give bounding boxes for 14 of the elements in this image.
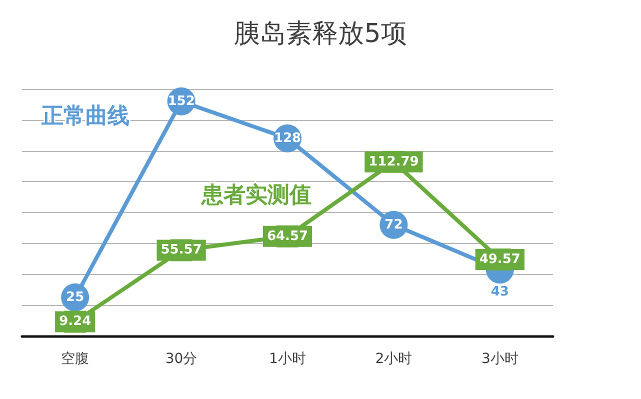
data-label: 128 bbox=[274, 130, 302, 146]
data-label: 152 bbox=[168, 94, 195, 109]
chart-title: 胰岛素释放5项 bbox=[234, 19, 407, 49]
x-tick-label: 3小时 bbox=[481, 351, 518, 367]
x-tick-label: 30分 bbox=[165, 351, 198, 367]
series-label: 正常曲线 bbox=[40, 104, 130, 129]
data-label: 25 bbox=[66, 290, 84, 305]
data-label: 49.57 bbox=[479, 252, 520, 267]
data-label: 72 bbox=[384, 217, 403, 232]
x-tick-label: 空腹 bbox=[61, 351, 90, 367]
data-label: 43 bbox=[490, 284, 509, 300]
x-tick-label: 2小时 bbox=[375, 351, 412, 367]
series-label: 患者实测值 bbox=[200, 182, 312, 208]
x-tick-label: 1小时 bbox=[269, 351, 306, 367]
